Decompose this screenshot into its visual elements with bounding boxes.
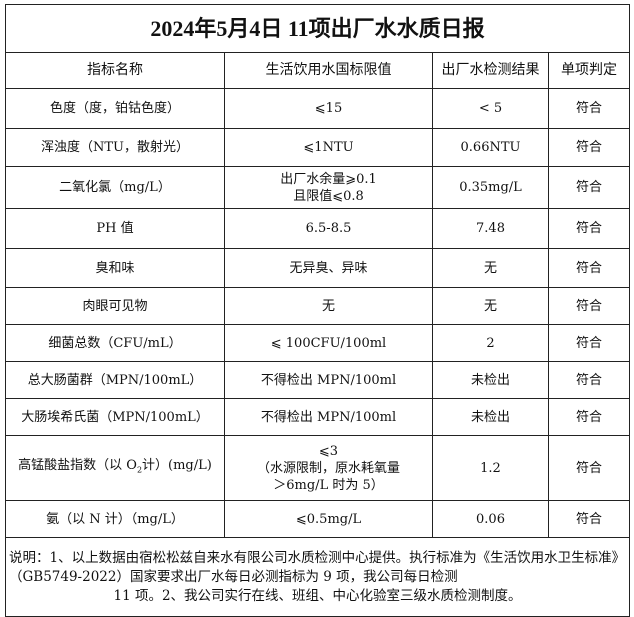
header-row: 指标名称 生活饮用水国标限值 出厂水检测结果 单项判定 [5,52,631,89]
verdict: 符合 [547,128,631,167]
result-value: 未检出 [432,361,549,399]
table-row: 浑浊度（NTU，散射光） ⩽1NTU 0.66NTU 符合 [5,128,631,167]
table-row: 二氧化氯（mg/L） 出厂水余量⩾0.1 且限值⩽0.8 0.35mg/L 符合 [5,166,631,209]
indicator-name: 细菌总数（CFU/mL） [5,324,225,362]
limit-value: 无 [224,287,433,325]
limit-line: 且限值⩽0.8 [293,188,364,204]
table-row: 氨（以 N 计）（mg/L） ⩽0.5mg/L 0.06 符合 [5,500,631,538]
limit-line: ⩽3 [318,443,339,459]
result-value: 0.35mg/L [432,166,549,209]
result-value: < 5 [432,88,549,129]
limit-line: ＞6mg/L 时为 5） [273,477,384,493]
indicator-name: 臭和味 [5,248,225,288]
limit-value: 出厂水余量⩾0.1 且限值⩽0.8 [224,166,433,209]
limit-value: 6.5-8.5 [224,208,433,249]
verdict: 符合 [547,287,631,325]
verdict: 符合 [547,361,631,399]
indicator-name: 大肠埃希氏菌（MPN/100mL） [5,398,225,436]
verdict: 符合 [547,398,631,436]
table-row: 总大肠菌群（MPN/100mL） 不得检出 MPN/100ml 未检出 符合 [5,361,631,399]
table-row: 色度（度，铂钴色度） ⩽15 < 5 符合 [5,88,631,129]
limit-value: 不得检出 MPN/100ml [224,398,433,436]
note-row: 说明：1、以上数据由宿松松兹自来水有限公司水质检测中心提供。执行标准为《生活饮用… [4,537,631,617]
report-title: 2024年5月4日 11项出厂水水质日报 [4,4,631,53]
limit-line: （水源限制，原水耗氧量 [256,460,400,476]
result-value: 2 [432,324,549,362]
water-quality-report-table: 2024年5月4日 11项出厂水水质日报 指标名称 生活饮用水国标限值 出厂水检… [4,4,631,617]
result-value: 1.2 [432,435,549,501]
name-part: 计）(mg/L) [142,458,212,474]
header-indicator: 指标名称 [5,52,225,89]
verdict: 符合 [547,166,631,209]
limit-value: ⩽0.5mg/L [224,500,433,538]
result-value: 无 [432,287,549,325]
note-text: 说明：1、以上数据由宿松松兹自来水有限公司水质检测中心提供。执行标准为《生活饮用… [9,549,626,585]
result-value: 0.06 [432,500,549,538]
limit-value: 不得检出 MPN/100ml [224,361,433,399]
table-row: 细菌总数（CFU/mL） ⩽ 100CFU/100ml 2 符合 [5,324,631,362]
header-limit: 生活饮用水国标限值 [224,52,433,89]
header-result: 出厂水检测结果 [432,52,549,89]
indicator-name: 总大肠菌群（MPN/100mL） [5,361,225,399]
result-value: 未检出 [432,398,549,436]
table-row: 臭和味 无异臭、异味无符合 [5,248,631,288]
table-row: 大肠埃希氏菌（MPN/100mL） 不得检出 MPN/100ml 未检出 符合 [5,398,631,436]
note-text: 11 项。2、我公司实行在线、班组、中心化验室三级水质检测制度。 [113,587,522,604]
name-part: 高锰酸盐指数（以 O [18,458,137,474]
subscript: 2 [136,465,143,475]
verdict: 符合 [547,435,631,501]
table-row: 高锰酸盐指数（以 O2计）(mg/L) ⩽3 （水源限制，原水耗氧量 ＞6mg/L 时… [5,435,631,501]
indicator-name: 浑浊度（NTU，散射光） [5,128,225,167]
result-value: 无 [432,248,549,288]
limit-value: ⩽1NTU [224,128,433,167]
indicator-name: 高锰酸盐指数（以 O2计）(mg/L) [5,435,225,501]
indicator-name: PH 值 [5,208,225,249]
note: 说明：1、以上数据由宿松松兹自来水有限公司水质检测中心提供。执行标准为《生活饮用… [4,537,631,617]
limit-value: ⩽3 （水源限制，原水耗氧量 ＞6mg/L 时为 5） [224,435,433,501]
result-value: 7.48 [432,208,549,249]
table-row: PH 值 6.5-8.5 7.48 符合 [5,208,631,249]
result-value: 0.66NTU [432,128,549,167]
verdict: 符合 [547,208,631,249]
limit-value: ⩽ 100CFU/100ml [224,324,433,362]
table-row: 肉眼可见物无无符合 [5,287,631,325]
verdict: 符合 [547,324,631,362]
verdict: 符合 [547,500,631,538]
indicator-name: 氨（以 N 计）（mg/L） [5,500,225,538]
limit-line: 出厂水余量⩾0.1 [280,171,377,187]
verdict: 符合 [547,88,631,129]
indicator-name: 二氧化氯（mg/L） [5,166,225,209]
header-verdict: 单项判定 [547,52,631,89]
indicator-name: 色度（度，铂钴色度） [5,88,225,129]
verdict: 符合 [547,248,631,288]
indicator-name: 肉眼可见物 [5,287,225,325]
limit-value: 无异臭、异味 [224,248,433,288]
limit-value: ⩽15 [224,88,433,129]
